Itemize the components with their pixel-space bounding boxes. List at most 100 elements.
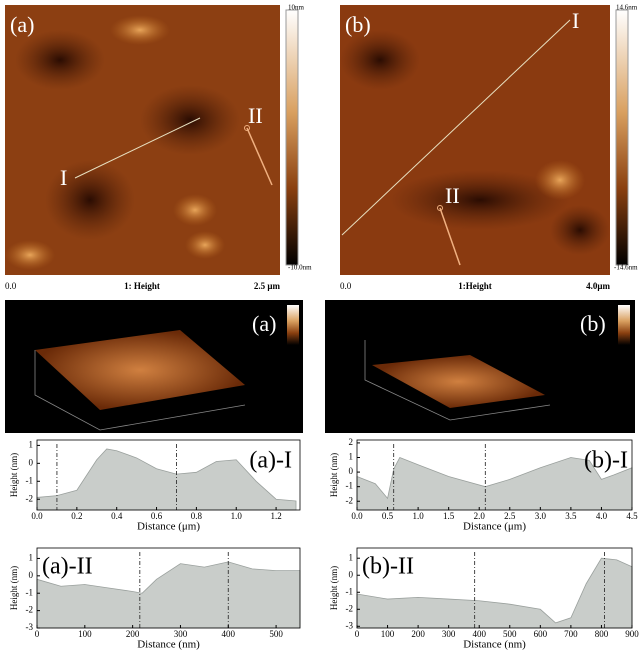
- line-label: II: [248, 103, 263, 128]
- x-tick-label: 500: [503, 629, 517, 639]
- color-bar: [285, 9, 299, 266]
- y-tick-label: -3: [26, 622, 34, 632]
- x-tick-label: 4.0: [596, 511, 608, 521]
- x-tick-label: 100: [381, 629, 395, 639]
- line-label: I: [60, 165, 67, 190]
- x-tick-label: 0.4: [111, 511, 123, 521]
- profile-line: [74, 117, 201, 179]
- panel-label: (a): [10, 12, 34, 37]
- plot-frame: [356, 439, 633, 511]
- surface: [372, 355, 545, 408]
- x-tick-label: 700: [564, 629, 578, 639]
- x-axis-label: Distance (nm): [137, 639, 200, 651]
- line-label: II: [445, 183, 460, 208]
- y-tick-label: -2: [346, 603, 354, 613]
- profile-end: [437, 205, 443, 211]
- afm-feature: [550, 205, 610, 255]
- afm-feature: [390, 170, 570, 230]
- x-tick-label: 900: [625, 629, 639, 639]
- color-bar: [618, 305, 630, 345]
- y-tick-label: -1: [26, 475, 34, 485]
- frame: [34, 350, 246, 431]
- x-tick-label: 1.0: [412, 511, 424, 521]
- x-tick-label: 0.6: [151, 511, 163, 521]
- profile-chart: 0.0 0.2 0.4 0.6 0.8 1.0 1.2 -2 -1 0 1 Distance (μm)…: [9, 439, 301, 533]
- x-tick-label: 3.5: [565, 511, 577, 521]
- axis-label: 0.0: [5, 281, 17, 291]
- chart-title: (b)-II: [362, 554, 414, 580]
- afm-feature: [340, 30, 420, 90]
- plot-frame: [36, 547, 301, 629]
- afm-feature: [15, 30, 105, 90]
- y-tick-label: -2: [26, 605, 34, 615]
- x-tick-label: 500: [269, 629, 283, 639]
- scale-label: 10nm: [288, 4, 305, 12]
- x-tick-label: 0: [355, 629, 360, 639]
- y-tick-label: -2: [26, 493, 34, 503]
- chart-title: (a)-II: [42, 554, 93, 580]
- y-tick-label: 0: [29, 457, 34, 467]
- x-tick-label: 300: [442, 629, 456, 639]
- x-tick-label: 300: [174, 629, 188, 639]
- x-tick-label: 4.5: [626, 511, 638, 521]
- y-tick-label: 0: [29, 570, 34, 580]
- plot-frame: [36, 439, 301, 511]
- y-axis-label: Height (nm): [329, 566, 339, 610]
- afm-feature: [45, 160, 135, 240]
- frame: [364, 340, 551, 421]
- x-tick-label: 3.0: [535, 511, 547, 521]
- chart-title: (b)-I: [584, 448, 628, 474]
- x-tick-label: 200: [126, 629, 140, 639]
- y-tick-label: -2: [346, 495, 354, 505]
- x-tick-label: 800: [595, 629, 609, 639]
- axis-label: 0.0: [340, 281, 352, 291]
- axis-label: 2.5 μm: [254, 281, 281, 291]
- y-tick-label: 1: [349, 552, 354, 562]
- x-tick-label: 400: [222, 629, 236, 639]
- profile-chart: 0 100 200 300 400 500 600 700 800 900 -3 -2 -1 0 1 Dist…: [329, 547, 639, 651]
- x-tick-label: 2.5: [504, 511, 516, 521]
- afm-image-a: I II (a) 10nm -10.0nm 0.0 1: Height 2.5 …: [5, 4, 312, 291]
- axis-title: 1: Height: [124, 281, 160, 291]
- x-axis-label: Distance (μm): [137, 521, 200, 533]
- x-tick-label: 400: [472, 629, 486, 639]
- afm-image-b: I II (b) 14.6nm -14.6nm 0.0 1:Height 4.0…: [340, 4, 638, 291]
- profile-line: [341, 19, 571, 236]
- y-tick-label: 0: [349, 569, 354, 579]
- x-axis-label: Distance (μm): [463, 521, 526, 533]
- x-tick-label: 1.2: [270, 511, 281, 521]
- x-tick-label: 0.5: [382, 511, 394, 521]
- afm-feature: [110, 15, 170, 45]
- afm-feature: [140, 85, 240, 155]
- y-tick-label: 0: [349, 466, 354, 476]
- profile-line: [439, 207, 461, 266]
- scale-label: 14.6nm: [616, 4, 638, 12]
- x-tick-label: 0.8: [191, 511, 203, 521]
- x-tick-label: 0.2: [71, 511, 82, 521]
- profile-chart: 0 100 200 300 400 500 -3 -2 -1 0 1 Distance (nm) Hei…: [9, 547, 301, 651]
- x-tick-label: 2.0: [474, 511, 486, 521]
- surface: [35, 330, 245, 410]
- afm-feature: [535, 160, 585, 200]
- panel-label: (b): [345, 12, 371, 37]
- chart-title: (a)-I: [249, 448, 292, 474]
- x-tick-label: 200: [411, 629, 425, 639]
- panel-label: (b): [580, 311, 606, 336]
- profile-line: [246, 127, 273, 186]
- profile-chart: 0.0 0.5 1.0 1.5 2.0 2.5 3.0 3.5 4.0 4.5 -2 -1 0 1 2 Dis…: [329, 437, 638, 533]
- scale-label: -10.0nm: [288, 264, 312, 272]
- color-bar: [287, 305, 299, 345]
- profile-end: [244, 125, 250, 131]
- x-tick-label: 1.0: [231, 511, 243, 521]
- y-tick-label: 1: [349, 452, 354, 462]
- y-axis-label: Height (nm): [9, 453, 19, 497]
- afm-feature: [5, 240, 55, 270]
- panel-label: (a): [252, 311, 276, 336]
- axis-title: 1:Height: [458, 281, 492, 291]
- line-label: I: [572, 8, 579, 33]
- y-tick-label: -3: [346, 620, 354, 630]
- y-tick-label: 1: [29, 552, 34, 562]
- color-bar: [615, 9, 629, 266]
- x-tick-label: 1.5: [443, 511, 455, 521]
